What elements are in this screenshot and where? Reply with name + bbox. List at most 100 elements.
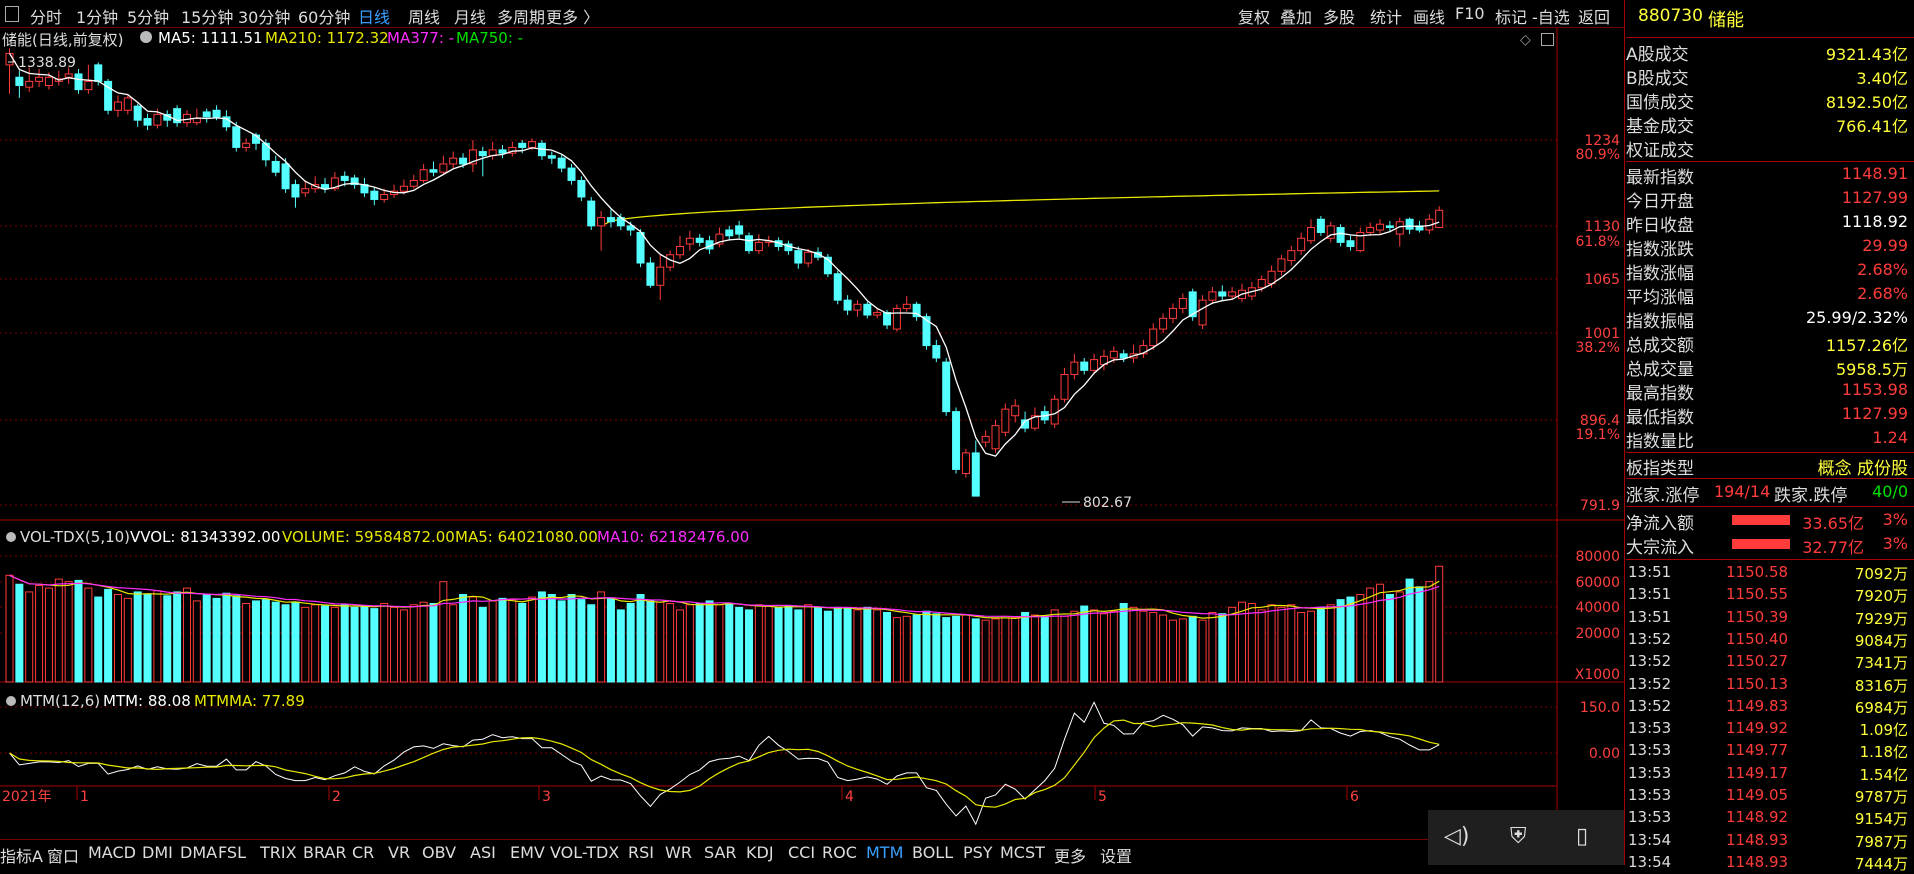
indicator-tab[interactable]: SAR [704,843,737,862]
indicator-tab[interactable]: ROC [822,843,857,862]
candle [1001,403,1010,437]
period-tab[interactable]: 15分钟 [181,8,234,27]
indicator-tab[interactable]: CCI [788,843,816,862]
indicator-tab[interactable]: RSI [628,843,654,862]
indicator-tab[interactable]: MACD [88,843,136,862]
tick-volume: 1.18亿 [1859,743,1908,762]
candle [1070,353,1079,380]
indicator-tab[interactable]: MTM [866,843,904,862]
toolbar-button[interactable]: F10 [1455,4,1485,23]
indicator-tab[interactable]: 窗口 [47,847,80,866]
toolbar-button[interactable]: 画线 [1413,8,1446,27]
indicator-tab[interactable]: 指标A [0,847,43,866]
toolbar-button[interactable]: 返回 [1578,8,1611,27]
candle [1159,313,1168,334]
candle-body [232,126,241,148]
volume-bar [1060,615,1069,683]
volume-bar [1168,619,1177,683]
indicator-tab[interactable]: DMI [142,843,173,862]
board-type-value[interactable]: 概念 成份股 [1817,459,1908,479]
candle [991,419,1000,453]
indicator-tab[interactable]: FSL [218,843,246,862]
period-tab[interactable]: 5分钟 [127,8,170,27]
candle-body [961,452,970,475]
volume-icon[interactable]: ◁) [1444,824,1470,849]
volume-bar [715,604,724,683]
tick-time: 13:52 [1628,696,1672,715]
candle-body [340,175,349,181]
toolbar-button[interactable]: 统计 [1370,8,1403,27]
indicator-tab[interactable]: EMV [510,843,545,862]
candle [439,155,448,175]
indicator-tab[interactable]: BRAR [303,843,347,862]
period-tab[interactable]: 更多 〉 [546,8,600,27]
candle [567,163,576,185]
volume-bar [656,601,665,683]
candle-body [380,193,389,200]
price-tick-label: 1234 [1584,133,1620,149]
indicator-tab[interactable]: OBV [422,843,457,862]
candle [1218,285,1227,301]
volume-bar [1415,586,1424,683]
indicator-tab[interactable]: 设置 [1100,847,1133,866]
volume-bar [1346,596,1355,683]
tick-volume: 1.09亿 [1859,721,1908,740]
settings-circle-icon[interactable] [140,31,152,43]
indicator-tab[interactable]: ASI [470,843,496,862]
candle-body [498,149,507,154]
indicator-tab[interactable]: 更多 [1054,847,1087,866]
indicator-tab[interactable]: KDJ [746,843,774,862]
indicator-tab[interactable]: BOLL [912,843,954,862]
toolbar-button[interactable]: 标记 [1495,8,1528,27]
indicator-tab[interactable]: CR [352,843,375,862]
index-value: 1127.99 [1841,188,1908,207]
indicator-tab[interactable]: DMA [180,843,218,862]
volume-bar [567,594,576,683]
period-tab[interactable]: 多周期 [497,8,546,27]
tick-volume: 7092万 [1854,565,1908,583]
diamond-icon[interactable]: ◇ [1520,32,1531,48]
restore-window-icon[interactable] [1541,33,1554,46]
vvol-label: VVOL: 81343392.00 [130,528,281,546]
volume-bar [1336,599,1345,683]
toolbar-button[interactable]: -自选 [1532,8,1570,27]
security-shield-icon[interactable]: ⛨ [1510,824,1527,849]
market-label: 基金成交 [1626,117,1694,137]
main-chart-title: 储能(日线,前复权) [2,31,124,49]
indicator-tab[interactable]: WR [665,843,692,862]
indicator-tab[interactable]: TRIX [260,843,297,862]
candle [1435,206,1444,229]
mtm-settings-icon[interactable] [6,696,16,706]
tick-price: 1149.77 [1726,741,1789,760]
volume-bar [626,602,635,683]
period-tab[interactable]: 日线 [358,8,391,27]
volume-bar [518,602,527,683]
vol-ma5-line [9,574,1440,620]
indicator-tab[interactable]: PSY [963,843,993,862]
candle [192,108,201,126]
indicator-tab[interactable]: VOL-TDX [550,843,620,862]
divider [1626,161,1914,162]
vol-settings-icon[interactable] [6,532,16,542]
battery-icon[interactable]: ▯ [1576,824,1589,849]
expand-icon[interactable] [5,6,19,22]
volume-bar [833,606,842,683]
period-tab[interactable]: 周线 [408,8,441,27]
candle [419,163,428,183]
volume-bar [1050,609,1059,683]
x-tick-label: 3 [542,789,551,805]
toolbar-button[interactable]: 复权 [1238,8,1271,27]
period-tab[interactable]: 月线 [454,8,487,27]
indicator-tab[interactable]: MCST [1000,843,1045,862]
period-tab[interactable]: 分时 [30,8,63,27]
toolbar-button[interactable]: 叠加 [1280,8,1313,27]
period-tab[interactable]: 1分钟 [76,8,119,27]
indicator-tab[interactable]: VR [388,843,411,862]
toolbar-button[interactable]: 多股 [1323,8,1356,27]
candle [104,78,113,115]
candle [942,357,951,416]
candle [1228,286,1237,301]
period-tab[interactable]: 30分钟 [238,8,291,27]
period-tab[interactable]: 60分钟 [298,8,351,27]
price-tick-label: 1065 [1584,272,1620,288]
